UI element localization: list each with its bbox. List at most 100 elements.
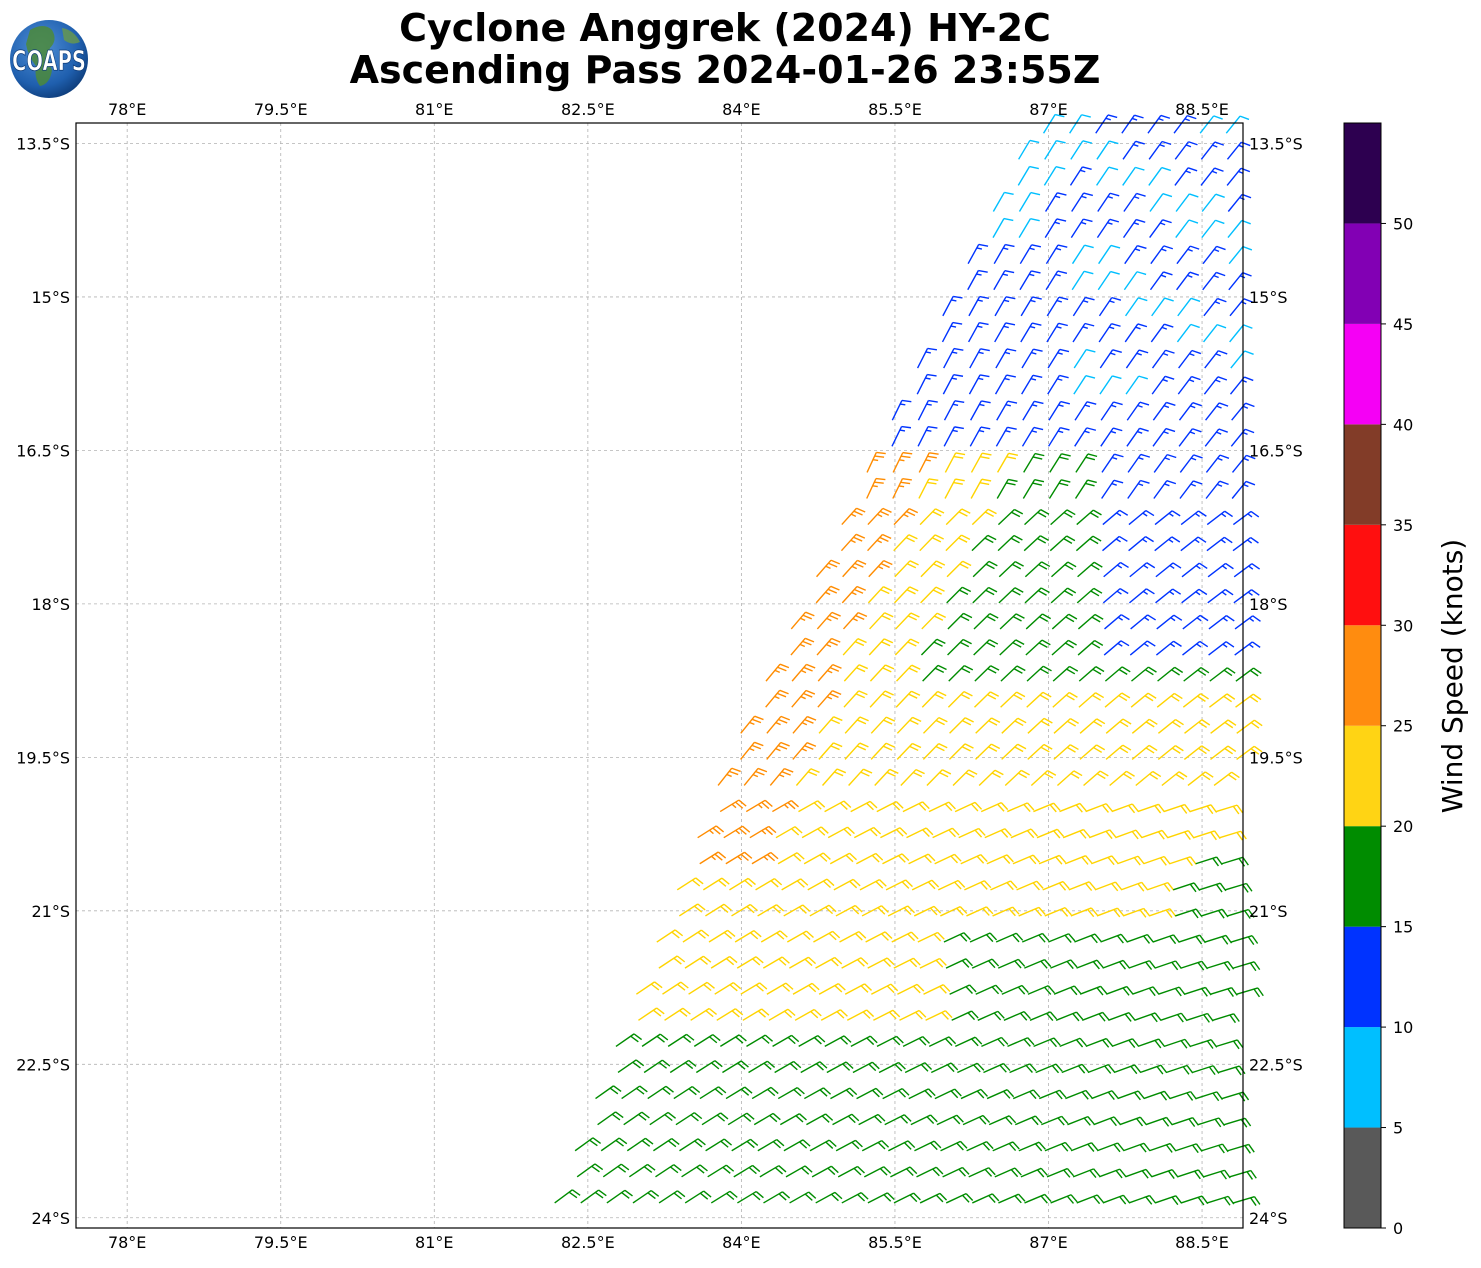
barb-half-feather xyxy=(749,721,755,726)
barb-feather xyxy=(1000,829,1009,838)
wind-barb xyxy=(1074,401,1097,421)
wind-barbs xyxy=(554,113,1264,1206)
wind-barb xyxy=(727,1112,755,1126)
barb-feather xyxy=(932,589,943,595)
barb-feather xyxy=(1016,665,1026,672)
barb-feather xyxy=(615,1111,624,1119)
map-frame xyxy=(75,122,1244,1229)
wind-barb xyxy=(893,1192,921,1204)
barb-half-feather xyxy=(1134,248,1141,252)
wind-barb xyxy=(641,1033,669,1047)
barb-shaft xyxy=(1069,114,1083,134)
barb-feather xyxy=(1172,588,1182,595)
barb-feather xyxy=(1058,296,1069,301)
wind-barb xyxy=(1232,961,1261,972)
barb-feather xyxy=(1013,534,1023,541)
barb-half-feather xyxy=(1164,457,1170,461)
barb-feather xyxy=(903,907,912,916)
barb-feather xyxy=(643,1166,653,1174)
barb-feather xyxy=(790,800,799,808)
wind-barb xyxy=(945,958,973,969)
barb-feather xyxy=(1162,1118,1170,1127)
barb-feather xyxy=(1169,908,1177,917)
barb-half-feather xyxy=(1030,378,1037,381)
barb-feather xyxy=(938,743,948,749)
barb-feather xyxy=(718,879,727,887)
barb-feather xyxy=(813,802,822,810)
barb-feather xyxy=(988,560,998,567)
barb-feather xyxy=(1210,1039,1218,1048)
barb-feather xyxy=(880,562,890,569)
wind-barb xyxy=(943,932,971,943)
barb-feather xyxy=(999,1064,1007,1073)
barb-feather xyxy=(1253,667,1262,675)
barb-feather xyxy=(1120,561,1129,569)
barb-shaft xyxy=(992,192,1005,212)
barb-feather xyxy=(851,1141,860,1150)
wind-barb xyxy=(1193,830,1221,841)
wind-barb xyxy=(969,932,998,943)
barb-feather xyxy=(1165,1144,1173,1153)
wind-barb xyxy=(1126,933,1154,944)
barb-feather xyxy=(1110,244,1121,249)
wind-barb xyxy=(971,508,997,526)
barb-feather xyxy=(1040,587,1050,594)
barb-feather xyxy=(1037,537,1047,544)
barb-feather xyxy=(881,615,891,621)
wind-barb xyxy=(1183,666,1210,682)
wind-barb xyxy=(853,826,882,839)
barb-feather xyxy=(1119,588,1129,595)
barb-feather xyxy=(1244,910,1251,919)
wind-barb xyxy=(970,400,991,421)
wind-barb xyxy=(1022,478,1045,499)
barb-half-feather xyxy=(1031,404,1038,407)
barb-feather xyxy=(1215,219,1225,225)
barb-feather xyxy=(1090,907,1098,916)
barb-feather xyxy=(1092,668,1102,675)
barb-feather xyxy=(751,718,762,724)
barb-feather xyxy=(915,1011,923,1020)
barb-feather xyxy=(1188,1118,1196,1127)
barb-feather xyxy=(1068,613,1078,620)
barb-shaft xyxy=(1073,349,1087,369)
barb-feather xyxy=(1227,745,1237,753)
barb-half-feather xyxy=(850,513,857,518)
wind-barb xyxy=(1073,348,1096,369)
wind-barb xyxy=(690,1007,718,1021)
barb-feather xyxy=(1037,590,1047,596)
colorbar-frame xyxy=(1343,122,1382,1229)
wind-barb xyxy=(940,1140,968,1152)
wind-barb xyxy=(867,507,892,526)
wind-barb xyxy=(1018,1141,1046,1152)
barb-half-feather xyxy=(926,403,932,406)
wind-barb xyxy=(815,1191,843,1204)
barb-feather xyxy=(981,478,992,482)
barb-feather xyxy=(961,960,970,968)
barb-half-feather xyxy=(976,247,983,250)
barb-feather xyxy=(1198,747,1207,755)
barb-feather xyxy=(1218,402,1229,407)
barb-feather xyxy=(840,1037,849,1045)
barb-feather xyxy=(793,1060,802,1069)
barb-feather xyxy=(910,931,919,940)
barb-feather xyxy=(886,1192,895,1200)
barb-feather xyxy=(1252,615,1261,622)
barb-feather xyxy=(922,1036,930,1044)
wind-barb xyxy=(967,322,989,343)
barb-feather xyxy=(1212,857,1220,867)
barb-feather xyxy=(1224,721,1234,729)
barb-feather xyxy=(785,982,794,990)
barb-feather xyxy=(1070,772,1080,779)
barb-feather xyxy=(1166,1117,1173,1126)
barb-feather xyxy=(1111,883,1119,892)
wind-barb xyxy=(1157,666,1184,682)
barb-feather xyxy=(1064,907,1072,916)
wind-barb xyxy=(792,715,817,734)
barb-feather xyxy=(800,878,809,886)
wind-barb xyxy=(1124,244,1147,265)
barb-half-feather xyxy=(978,429,985,433)
barb-feather xyxy=(1011,589,1021,596)
wind-barb xyxy=(1068,881,1096,892)
wind-barb xyxy=(1205,454,1230,473)
